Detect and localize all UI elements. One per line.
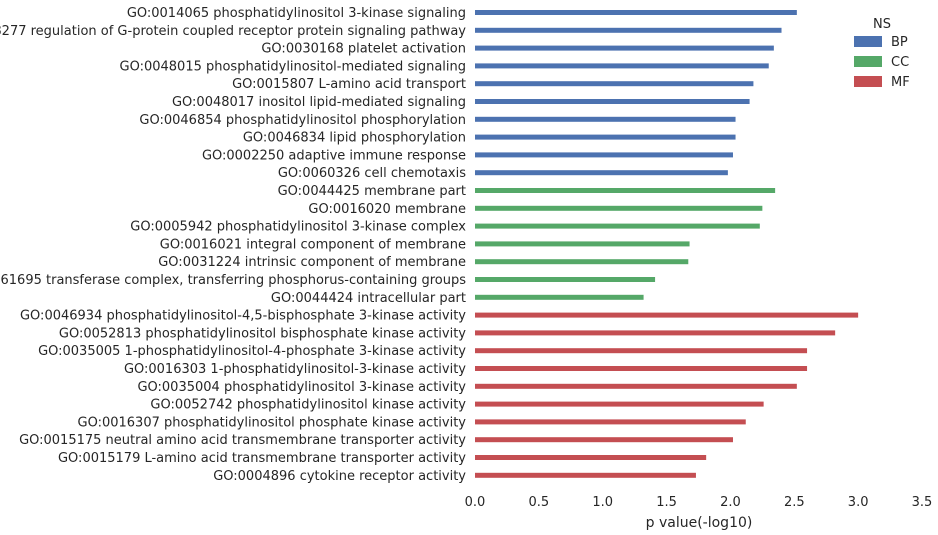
bar-mf: [475, 401, 764, 407]
legend: NS BP CC MF: [854, 17, 910, 90]
bar-mf: [475, 383, 797, 389]
bar-bp: [475, 134, 736, 140]
bar-mf: [475, 312, 859, 318]
category-label: GO:0008277 regulation of G-protein coupl…: [0, 24, 466, 39]
category-label: GO:0046834 lipid phosphorylation: [243, 131, 466, 146]
category-label: GO:0016307 phosphatidylinositol phosphat…: [78, 415, 467, 430]
legend-label-mf: MF: [891, 75, 910, 90]
bar-mf: [475, 472, 696, 478]
category-label: GO:0031224 intrinsic component of membra…: [158, 255, 466, 270]
category-label: GO:0052813 phosphatidylinositol bisphosp…: [59, 326, 466, 341]
bars-group: [475, 10, 859, 478]
bar-bp: [475, 170, 728, 176]
category-label: GO:0048015 phosphatidylinositol-mediated…: [120, 59, 467, 74]
category-label: GO:0035004 phosphatidylinositol 3-kinase…: [137, 380, 466, 395]
category-label: GO:0035005 1-phosphatidylinositol-4-phos…: [38, 344, 466, 359]
bar-mf: [475, 348, 808, 354]
category-label: GO:0004896 cytokine receptor activity: [213, 469, 466, 484]
bar-bp: [475, 63, 769, 69]
legend-swatch-cc: [854, 56, 882, 67]
bar-cc: [475, 277, 656, 282]
bar-bp: [475, 27, 782, 33]
x-tick-label: 2.0: [720, 495, 741, 510]
bar-mf: [475, 330, 836, 336]
bar-mf: [475, 455, 707, 460]
bar-cc: [475, 205, 763, 211]
legend-label-cc: CC: [891, 55, 909, 70]
x-axis-label: p value(-log10): [646, 515, 753, 531]
bar-mf: [475, 437, 733, 443]
legend-swatch-mf: [854, 76, 882, 87]
bar-cc: [475, 241, 690, 247]
bar-bp: [475, 10, 797, 15]
category-label: GO:0015175 neutral amino acid transmembr…: [19, 433, 466, 448]
category-label: GO:0016020 membrane: [308, 202, 466, 217]
bar-bp: [475, 81, 754, 87]
x-tick-labels: 0.0 0.5 1.0 1.5 2.0 2.5 3.0 3.5: [465, 495, 933, 510]
category-labels: GO:0014065 phosphatidylinositol 3-kinase…: [0, 6, 466, 484]
category-label: GO:0046854 phosphatidylinositol phosphor…: [139, 113, 466, 128]
bar-cc: [475, 259, 689, 265]
bar-cc: [475, 188, 776, 193]
category-label: GO:0014065 phosphatidylinositol 3-kinase…: [127, 6, 466, 21]
x-tick-label: 1.5: [656, 495, 677, 510]
x-tick-label: 0.5: [529, 495, 550, 510]
legend-swatch-bp: [854, 36, 882, 47]
x-tick-label: 0.0: [465, 495, 486, 510]
bar-cc: [475, 294, 644, 300]
legend-title: NS: [873, 17, 891, 32]
category-label: GO:0046934 phosphatidylinositol-4,5-bisp…: [20, 309, 466, 324]
x-tick-label: 2.5: [784, 495, 805, 510]
bar-bp: [475, 99, 750, 104]
category-label: GO:0061695 transferase complex, transfer…: [0, 273, 466, 288]
category-label: GO:0002250 adaptive immune response: [202, 148, 466, 163]
bar-mf: [475, 366, 808, 371]
x-tick-label: 3.0: [848, 495, 869, 510]
category-label: GO:0005942 phosphatidylinositol 3-kinase…: [130, 220, 466, 235]
x-tick-label: 3.5: [912, 495, 933, 510]
bar-cc: [475, 223, 760, 229]
category-label: GO:0016303 1-phosphatidylinositol-3-kina…: [124, 362, 466, 377]
category-label: GO:0052742 phosphatidylinositol kinase a…: [150, 398, 466, 413]
bar-bp: [475, 116, 736, 122]
bar-bp: [475, 45, 774, 51]
category-label: GO:0060326 cell chemotaxis: [278, 166, 466, 181]
x-tick-label: 1.0: [592, 495, 613, 510]
category-label: GO:0015807 L-amino acid transport: [232, 77, 466, 92]
legend-label-bp: BP: [891, 35, 908, 50]
category-label: GO:0044424 intracellular part: [271, 291, 466, 306]
category-label: GO:0015179 L-amino acid transmembrane tr…: [58, 451, 466, 466]
category-label: GO:0016021 integral component of membran…: [160, 237, 466, 252]
category-label: GO:0030168 platelet activation: [261, 42, 466, 57]
bar-mf: [475, 419, 746, 425]
category-label: GO:0048017 inositol lipid-mediated signa…: [172, 95, 466, 110]
category-label: GO:0044425 membrane part: [278, 184, 466, 199]
bar-bp: [475, 152, 733, 158]
